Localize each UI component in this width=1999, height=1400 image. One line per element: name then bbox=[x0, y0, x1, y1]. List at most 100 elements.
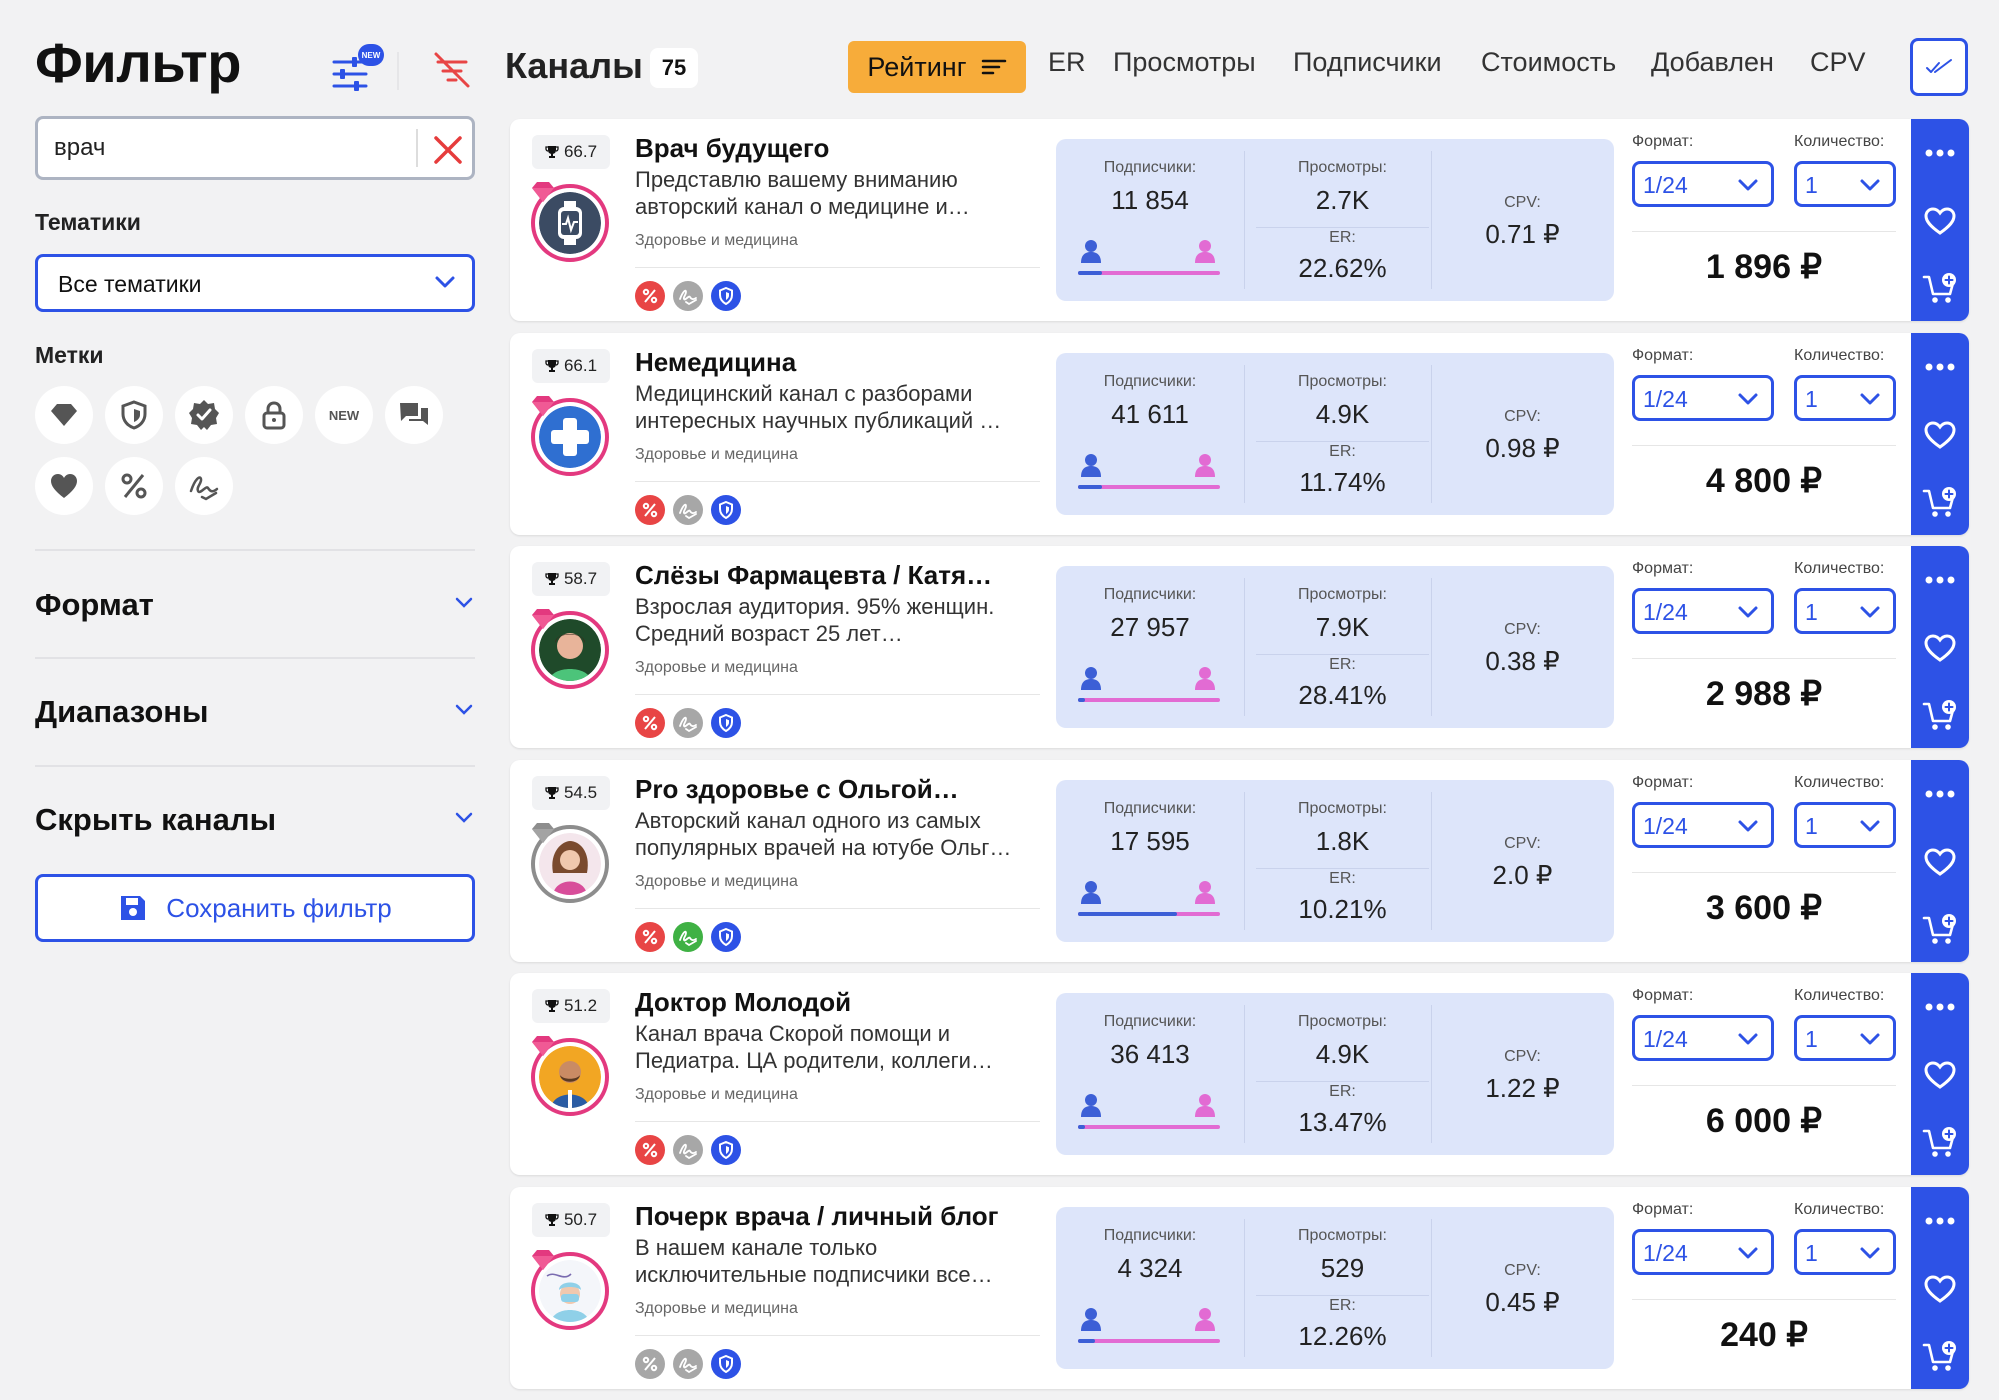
more-button[interactable] bbox=[1911, 1201, 1969, 1241]
avatar-image bbox=[539, 1046, 601, 1108]
add-to-cart-icon bbox=[1922, 913, 1956, 944]
quantity-select[interactable]: 1 bbox=[1794, 161, 1896, 207]
accordion-format[interactable]: Формат bbox=[35, 587, 475, 627]
tag-diamond[interactable] bbox=[35, 386, 93, 444]
more-button[interactable] bbox=[1911, 987, 1969, 1027]
add-to-cart-icon bbox=[1922, 1127, 1956, 1157]
tag-favorite[interactable] bbox=[35, 457, 93, 515]
tag-shield[interactable] bbox=[105, 386, 163, 444]
format-select[interactable]: 1/24 bbox=[1632, 1015, 1774, 1061]
save-filter-button[interactable]: Сохранить фильтр bbox=[35, 874, 475, 942]
channel-title[interactable]: Слёзы Фармацевта / Катя… bbox=[635, 560, 993, 590]
add-to-cart-button[interactable] bbox=[1911, 1335, 1969, 1379]
format-select[interactable]: 1/24 bbox=[1632, 801, 1774, 848]
quantity-select[interactable]: 1 bbox=[1794, 1015, 1896, 1061]
card-divider bbox=[635, 480, 1040, 482]
percent-icon bbox=[635, 921, 665, 952]
themes-select[interactable]: Все тематики bbox=[35, 254, 475, 312]
tag-signature[interactable] bbox=[175, 457, 233, 515]
cpv-label: CPV: bbox=[1504, 1261, 1541, 1279]
quantity-select[interactable]: 1 bbox=[1794, 374, 1896, 421]
accordion-hide-channels[interactable]: Скрыть каналы bbox=[35, 802, 475, 842]
tag-new[interactable]: NEW bbox=[315, 386, 373, 444]
clear-search-button[interactable] bbox=[430, 132, 466, 168]
sort-cpv[interactable]: CPV bbox=[1810, 47, 1866, 77]
more-button[interactable] bbox=[1911, 560, 1969, 600]
cpv-block: CPV: 2.0 ₽ bbox=[1431, 780, 1614, 942]
shield-icon bbox=[711, 1135, 741, 1165]
rating-badge: 66.1 bbox=[532, 348, 610, 383]
views-label: Просмотры: bbox=[1297, 159, 1387, 176]
favorite-button[interactable] bbox=[1911, 1267, 1969, 1311]
clear-filters-button[interactable] bbox=[430, 48, 474, 92]
views-value: 529 bbox=[1320, 1252, 1365, 1283]
chevron-down-icon bbox=[455, 597, 473, 608]
format-select[interactable]: 1/24 bbox=[1632, 588, 1774, 634]
views-er-block: Просмотры: 2.7K ER: 22.62% bbox=[1244, 139, 1441, 301]
add-to-cart-button[interactable] bbox=[1911, 267, 1969, 311]
quantity-select[interactable]: 1 bbox=[1794, 801, 1896, 848]
sort-views[interactable]: Просмотры bbox=[1113, 47, 1256, 77]
views-value: 4.9K bbox=[1315, 1039, 1370, 1069]
channel-card-2[interactable]: 66.1 Немедицина Медицинский канал с разб… bbox=[510, 332, 1969, 535]
more-button[interactable] bbox=[1911, 774, 1969, 814]
favorite-button[interactable] bbox=[1911, 199, 1969, 243]
add-to-cart-button[interactable] bbox=[1911, 908, 1969, 952]
add-to-cart-icon bbox=[1922, 486, 1956, 517]
format-select[interactable]: 1/24 bbox=[1632, 161, 1774, 207]
price-divider bbox=[1632, 231, 1896, 232]
favorite-button[interactable] bbox=[1911, 1053, 1969, 1097]
sort-added[interactable]: Добавлен bbox=[1651, 47, 1774, 77]
channel-card-6[interactable]: 50.7 Почерк врача / личный блог В нашем … bbox=[510, 1186, 1969, 1389]
channel-card-5[interactable]: 51.2 Доктор Молодой Канал врача Скорой п… bbox=[510, 973, 1969, 1175]
stats-divider bbox=[1244, 364, 1245, 503]
chevron-down-icon bbox=[1738, 179, 1758, 191]
diamond-icon bbox=[532, 609, 554, 629]
tag-verified[interactable] bbox=[175, 386, 233, 444]
favorite-button[interactable] bbox=[1911, 626, 1969, 670]
add-to-cart-button[interactable] bbox=[1911, 481, 1969, 525]
format-select[interactable]: 1/24 bbox=[1632, 374, 1774, 421]
tag-private[interactable] bbox=[245, 386, 303, 444]
stats-divider bbox=[1256, 440, 1429, 442]
chevron-down-icon bbox=[1738, 820, 1758, 831]
male-share-fill bbox=[1078, 271, 1103, 275]
channel-title[interactable]: Pro здоровье с Ольгой… bbox=[635, 773, 959, 804]
add-to-cart-button[interactable] bbox=[1911, 1121, 1969, 1165]
er-label: ER: bbox=[1329, 442, 1356, 460]
search-field[interactable] bbox=[35, 116, 475, 180]
accordion-ranges[interactable]: Диапазоны bbox=[35, 694, 475, 734]
description-line: Средний возраст 25 лет… bbox=[635, 621, 903, 646]
stats-divider bbox=[1431, 1218, 1432, 1357]
channel-title[interactable]: Почерк врача / личный блог bbox=[635, 1200, 999, 1231]
quantity-select[interactable]: 1 bbox=[1794, 588, 1896, 634]
channel-title[interactable]: Доктор Молодой bbox=[635, 987, 852, 1017]
subscribers-label: Подписчики: bbox=[1103, 1013, 1197, 1030]
channel-title[interactable]: Врач будущего bbox=[635, 133, 830, 163]
filter-settings-button[interactable]: NEW bbox=[330, 44, 386, 94]
format-value: 1/24 bbox=[1643, 385, 1688, 412]
select-all-button[interactable] bbox=[1910, 38, 1968, 96]
add-to-cart-button[interactable] bbox=[1911, 694, 1969, 738]
channel-title[interactable]: Немедицина bbox=[635, 346, 797, 377]
channel-card-1[interactable]: 66.7 Врач будущего Представлю вашему вни… bbox=[510, 119, 1969, 321]
more-button[interactable] bbox=[1911, 347, 1969, 387]
tag-discount[interactable] bbox=[105, 457, 163, 515]
channel-card-3[interactable]: 58.7 Слёзы Фармацевта / Катя… Взрослая а… bbox=[510, 546, 1969, 748]
cpv-value: 0.98 ₽ bbox=[1485, 432, 1560, 463]
signature-icon bbox=[189, 476, 219, 501]
favorite-button[interactable] bbox=[1911, 413, 1969, 457]
more-button[interactable] bbox=[1911, 133, 1969, 173]
channel-card-4[interactable]: 54.5 Pro здоровье с Ольгой… Авторский ка… bbox=[510, 759, 1969, 962]
favorite-button[interactable] bbox=[1911, 840, 1969, 884]
description-line: Педиатра. ЦА родители, коллеги… bbox=[635, 1048, 993, 1073]
tag-chat[interactable] bbox=[385, 386, 443, 444]
format-select[interactable]: 1/24 bbox=[1632, 1228, 1774, 1275]
sort-subscribers[interactable]: Подписчики bbox=[1293, 47, 1442, 77]
sort-rating-button[interactable]: Рейтинг bbox=[848, 41, 1026, 93]
sort-er[interactable]: ER bbox=[1048, 47, 1086, 77]
views-er-block: Просмотры: 7.9K ER: 28.41% bbox=[1244, 566, 1441, 728]
sort-price[interactable]: Стоимость bbox=[1481, 47, 1617, 77]
quantity-select[interactable]: 1 bbox=[1794, 1228, 1896, 1275]
search-input[interactable] bbox=[54, 131, 414, 165]
